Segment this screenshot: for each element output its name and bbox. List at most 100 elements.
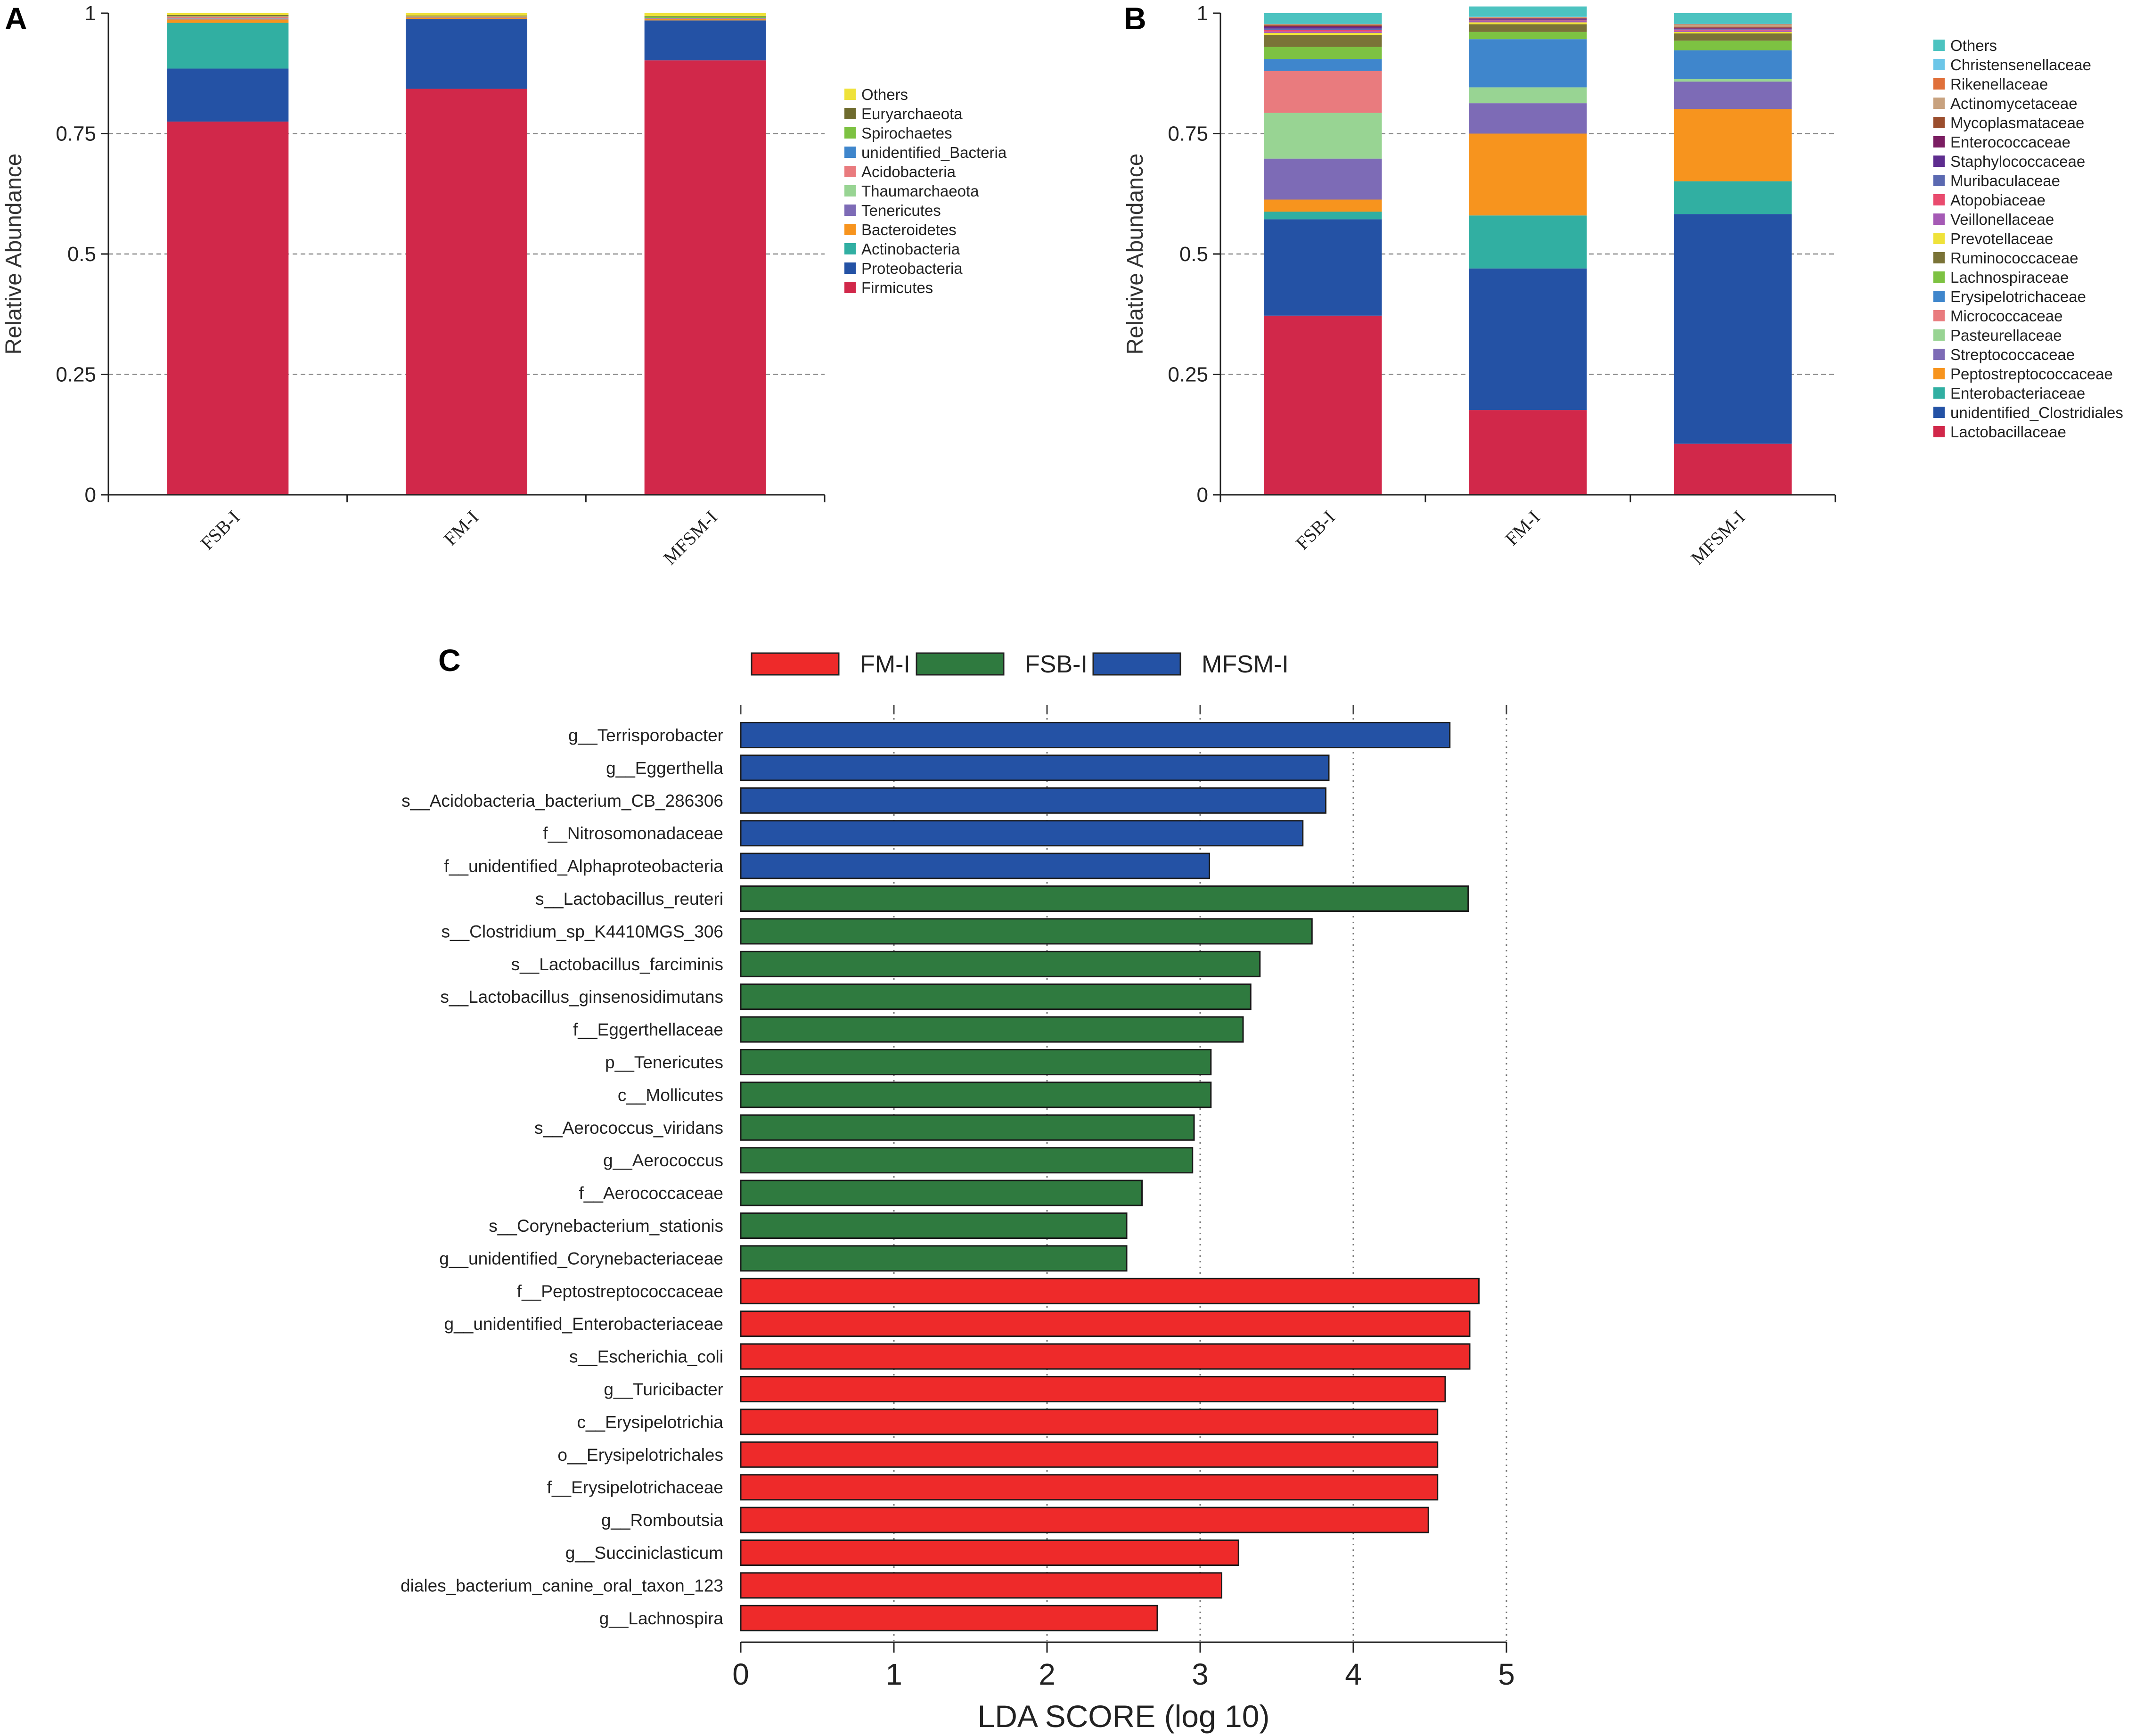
legend-swatch [1933,349,1945,360]
lda-bar [740,1441,1439,1468]
lda-bar-label: f__Erysipelotrichaceae [547,1478,723,1497]
legend-swatch [1933,175,1945,186]
legend-entry: FM-I [860,651,910,678]
legend-entry: Staphylococcaceae [1950,153,2085,170]
bar-segment-others [1264,13,1382,24]
legend-entry: Muribaculaceae [1950,172,2060,189]
legend-swatch [1933,387,1945,399]
legend-swatch [844,108,856,119]
bar-segment-enterococcaceae [1264,26,1382,27]
bar-segment-atopobiaceae [1469,20,1587,21]
bar-segment-euryarchaeota [167,15,289,16]
lda-bar-label: f__Nitrosomonadaceae [543,824,723,843]
bar-segment-pasteurellaceae [1469,87,1587,104]
bar-segment-enterobacteriaceae [1264,212,1382,220]
legend-entry: Proteobacteria [861,260,963,277]
bar-segment-acidobacteria [167,16,289,18]
x-tick-label: MFSM-I [1686,507,1749,569]
bar-segment-tenericutes [644,18,766,19]
legend-swatch [1933,194,1945,205]
y-axis-title: Relative Abundance [1123,154,1148,355]
bar-segment-muribaculaceae [1264,28,1382,30]
legend-swatch [844,185,856,197]
bar-segment-peptostreptococcaceae [1469,133,1587,216]
legend-entry: Spirochaetes [861,124,952,142]
bar-segment-lachnospiraceae [1264,47,1382,59]
bar-segment-unidentified-clostridiales [1674,214,1792,444]
bar-segment-firmicutes [644,60,766,495]
lda-bar [740,1245,1128,1272]
legend-entry: unidentified_Bacteria [861,144,1007,161]
legend-swatch [1933,136,1945,147]
y-tick-label: 0 [85,483,96,507]
panel-label: B [1124,1,1146,36]
legend-swatch [844,224,856,235]
lda-bar-label: g__Aerococcus [603,1151,723,1170]
lda-bar-label: g__Romboutsia [601,1511,724,1530]
bar-segment-enterococcaceae [1674,27,1792,29]
panel-a-relative-abundance-phylum: A FSB-I FM-I MFSM-I 0 0.25 0.5 0.75 1 Relative Ab… [1,1,1007,569]
bar-segment-atopobiaceae [1264,30,1382,32]
bar-segment-prevotellaceae [1264,33,1382,35]
legend-entry: Enterococcaceae [1950,133,2070,151]
bar-segment-proteobacteria [644,20,766,61]
legend-entry: Firmicutes [861,279,933,296]
legend-swatch [844,282,856,293]
lda-bar [740,1408,1439,1435]
lda-bar-label: c__Erysipelotrichia [577,1412,723,1432]
bar-segment-others [1469,6,1587,17]
x-tick-label: FSB-I [196,507,244,554]
panel-b-relative-abundance-family: B FSB-I FM-I MFSM-I 0 0.25 0.5 0.75 1 Relative Ab… [1123,1,2123,569]
y-tick-label: 1 [1197,2,1208,25]
legend-swatch [1092,652,1181,676]
lda-bar-label: f__Eggerthellaceae [573,1020,723,1040]
lda-bar-label: s__Escherichia_coli [569,1347,723,1367]
lda-bar-label: g__unidentified_Corynebacteriaceae [439,1249,723,1268]
legend-entry: Ruminococcaceae [1950,249,2078,267]
lda-bar-label: g__Terrisporobacter [568,726,723,745]
bar-segment-erysipelotrichaceae [1264,59,1382,71]
x-tick-label: MFSM-I [659,507,721,569]
legend-entry: Others [1950,37,1997,54]
bar-segment-prevotellaceae [1674,32,1792,33]
legend-entry: Euryarchaeota [861,105,963,123]
y-tick-label: 0.5 [67,243,96,266]
bar-segment-ruminococcaceae [1264,34,1382,47]
y-axis-title: Relative Abundance [1,154,26,355]
lda-bar [740,1179,1143,1206]
y-tick-label: 0.25 [56,363,96,386]
lda-bar [740,852,1210,879]
bar-segment-lactobacillaceae [1674,443,1792,495]
legend-swatch [1933,368,1945,379]
lda-bar [740,1081,1212,1108]
legend-swatch [844,243,856,254]
x-tick-label: 1 [885,1657,902,1691]
lda-bar-label: g__Eggerthella [606,758,723,778]
legend-entry: Streptococcaceae [1950,346,2075,363]
bar-segment-peptostreptococcaceae [1674,109,1792,181]
lda-bar-label: s__Aerococcus_viridans [534,1118,723,1138]
x-tick-label: FSB-I [1292,507,1339,554]
lda-bar-label: p__Tenericutes [605,1053,723,1072]
bar-segment-streptococcaceae [1469,103,1587,134]
bar-segment-ruminococcaceae [1674,33,1792,41]
y-tick-label: 1 [85,2,96,25]
legend-entry: Actinobacteria [861,240,960,258]
legend-swatch [1933,271,1945,283]
bar-segment-atopobiaceae [1674,29,1792,31]
legend-swatch [844,89,856,100]
lda-bar [740,950,1261,977]
legend-entry: Veillonellaceae [1950,211,2054,228]
lda-bar [740,787,1326,814]
lda-bar [740,1147,1194,1174]
legend-entry: Tenericutes [861,202,941,219]
legend-entry: Pasteurellaceae [1950,327,2062,344]
bar-segment-streptococcaceae [1264,158,1382,200]
x-tick-label: 4 [1345,1657,1362,1691]
bar-segment-streptococcaceae [1674,82,1792,109]
y-tick-label: 0.25 [1168,363,1208,386]
legend-swatch [1933,252,1945,263]
lda-bar [740,1016,1244,1043]
lda-bar [740,918,1313,945]
